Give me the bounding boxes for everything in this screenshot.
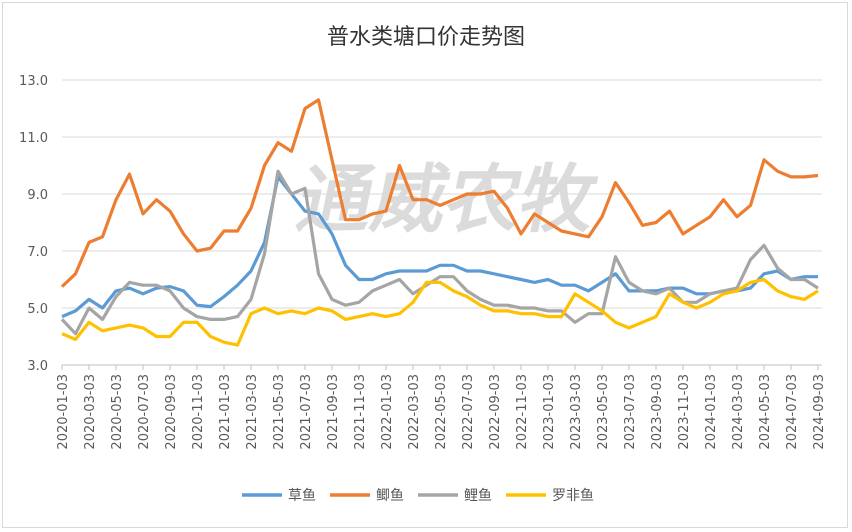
x-tick-label: 2021-09-03 — [326, 374, 341, 450]
x-tick-label: 2022-03-03 — [407, 374, 422, 450]
series-line-0 — [61, 175, 818, 319]
x-tick-label: 2022-09-03 — [488, 374, 503, 450]
x-tick-label: 2022-11-03 — [515, 374, 530, 450]
y-tick-label: 5.0 — [27, 302, 48, 317]
x-tick-label: 2023-01-03 — [542, 374, 557, 450]
legend-label: 鲤鱼 — [464, 487, 492, 504]
x-tick-label: 2020-09-03 — [164, 374, 179, 450]
series-line-3 — [61, 277, 819, 347]
x-tick-label: 2023-11-03 — [677, 374, 692, 450]
y-tick-label: 7.0 — [27, 245, 48, 260]
x-tick-label: 2023-09-03 — [650, 374, 665, 450]
x-tick-label: 2021-07-03 — [299, 374, 314, 450]
x-tick-label: 2023-05-03 — [596, 374, 611, 450]
x-tick-label: 2020-07-03 — [137, 374, 152, 450]
x-tick-label: 2020-11-03 — [191, 374, 206, 450]
chart-title: 普水类塘口价走势图 — [327, 25, 525, 50]
x-tick-label: 2023-07-03 — [623, 374, 638, 450]
x-tick-label: 2021-05-03 — [272, 374, 287, 450]
y-tick-label: 13.0 — [19, 74, 48, 89]
x-tick-label: 2022-07-03 — [461, 374, 476, 450]
x-tick-label: 2021-03-03 — [245, 374, 260, 450]
x-tick-label: 2021-01-03 — [218, 374, 233, 450]
x-tick-label: 2024-01-03 — [704, 374, 719, 450]
x-tick-label: 2020-03-03 — [83, 374, 98, 450]
x-tick-label: 2023-03-03 — [569, 374, 584, 450]
y-tick-label: 11.0 — [19, 131, 48, 146]
x-tick-label: 2024-07-03 — [785, 374, 800, 450]
x-tick-label: 2024-05-03 — [758, 374, 773, 450]
series-line-2 — [60, 169, 819, 336]
legend-label: 草鱼 — [288, 487, 316, 504]
x-tick-label: 2022-01-03 — [380, 374, 395, 450]
y-tick-label: 9.0 — [27, 188, 48, 203]
x-tick-label: 2020-05-03 — [110, 374, 125, 450]
x-tick-label: 2022-05-03 — [434, 374, 449, 450]
x-tick-label: 2024-03-03 — [731, 374, 746, 450]
series-line-1 — [60, 98, 819, 288]
watermark-logo: 通威农牧 — [290, 157, 604, 243]
legend-label: 罗非鱼 — [552, 487, 594, 504]
x-tick-label: 2024-09-03 — [812, 374, 827, 450]
y-tick-label: 3.0 — [27, 359, 48, 374]
x-tick-label: 2020-01-03 — [56, 374, 71, 450]
x-tick-label: 2021-11-03 — [353, 374, 368, 450]
legend-label: 鲫鱼 — [376, 487, 404, 504]
